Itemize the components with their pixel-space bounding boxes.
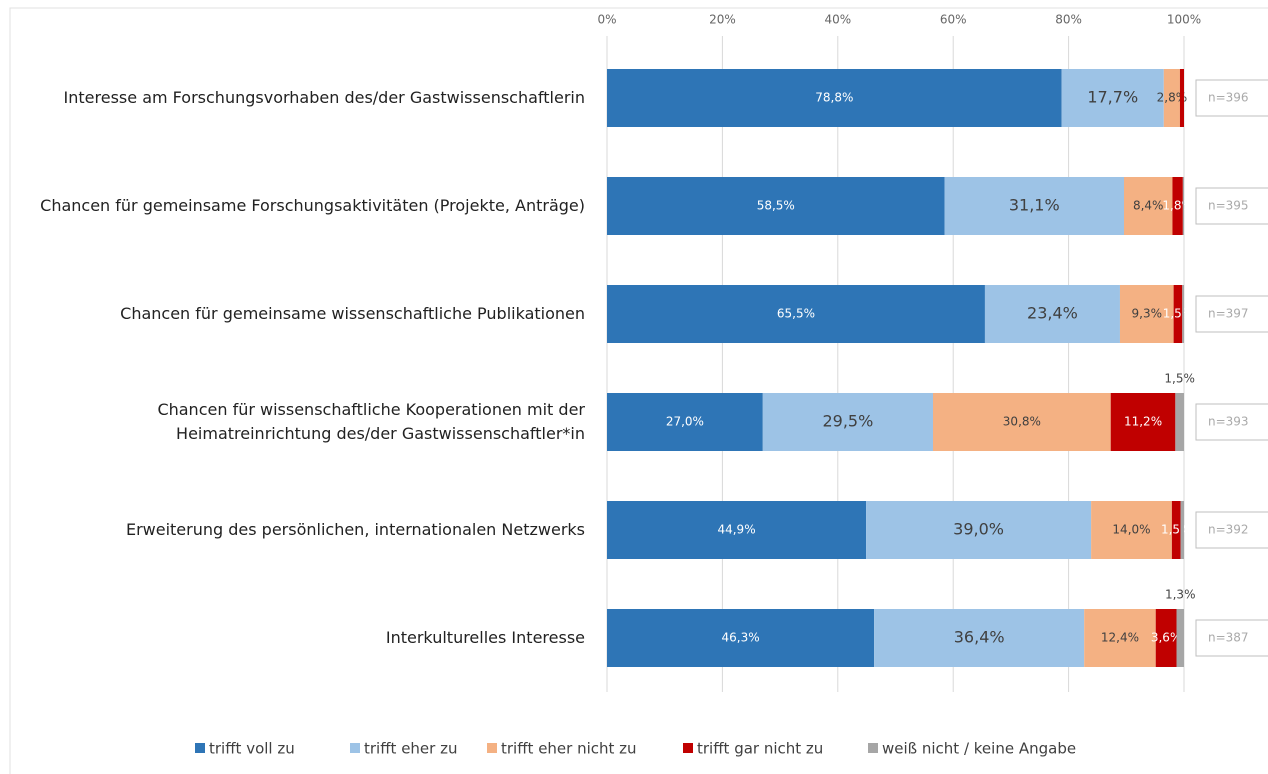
value-label: 2,8% <box>1157 91 1188 105</box>
legend-swatch <box>195 743 205 753</box>
value-label: 14,0% <box>1112 523 1150 537</box>
bar-segment <box>607 285 985 343</box>
value-label: 27,0% <box>666 415 704 429</box>
value-label: 17,7% <box>1087 88 1138 107</box>
bar-segment <box>1091 501 1172 559</box>
n-box <box>1195 511 1268 549</box>
n-box <box>1195 403 1268 441</box>
value-label: 46,3% <box>722 631 760 645</box>
legend-label: trifft eher nicht zu <box>501 740 637 758</box>
x-tick-label: 80% <box>1055 13 1082 27</box>
bar-segment <box>1176 609 1184 667</box>
legend-swatch <box>868 743 878 753</box>
value-label: 11,2% <box>1124 415 1162 429</box>
legend-swatch <box>683 743 693 753</box>
bar-segment <box>1173 285 1183 343</box>
bar-segment <box>1182 285 1184 343</box>
bar-segment <box>1175 393 1184 451</box>
value-label: 12,4% <box>1101 631 1139 645</box>
value-label: 44,9% <box>717 523 755 537</box>
bar-segment <box>1179 69 1184 127</box>
n-label: n=395 <box>1208 199 1249 213</box>
bar-segment <box>1155 609 1177 667</box>
legend-swatch <box>487 743 497 753</box>
n-label: n=393 <box>1208 415 1249 429</box>
value-label: 65,5% <box>777 307 815 321</box>
n-box <box>1195 79 1268 117</box>
value-label: 1,5% <box>1164 372 1195 386</box>
bar-segment <box>1110 393 1176 451</box>
bar-segment <box>1182 177 1184 235</box>
chart-border <box>9 7 1268 774</box>
value-label: 3,6% <box>1151 631 1182 645</box>
category-label: Interesse am Forschungsvorhaben des/der … <box>63 88 585 107</box>
bar-segment <box>1163 69 1180 127</box>
value-label: 1,5% <box>1161 523 1192 537</box>
value-label: 1,3% <box>1165 588 1196 602</box>
legend-label: trifft gar nicht zu <box>697 740 823 758</box>
bar-segment <box>874 609 1085 667</box>
value-label: 1,8% <box>1162 199 1193 213</box>
x-tick-label: 60% <box>940 13 967 27</box>
bar-segment <box>607 609 875 667</box>
x-tick-label: 0% <box>597 13 616 27</box>
bar-segment <box>607 177 945 235</box>
value-label: 31,1% <box>1009 196 1060 215</box>
bar-segment <box>1061 69 1164 127</box>
bar-segment <box>933 393 1111 451</box>
bar-segment <box>607 501 867 559</box>
bar-segment <box>1172 177 1183 235</box>
value-label: 39,0% <box>953 520 1004 539</box>
bar-segment <box>1123 177 1173 235</box>
n-box <box>1195 295 1268 333</box>
value-label: 30,8% <box>1003 415 1041 429</box>
category-label: Chancen für wissenschaftliche Kooperatio… <box>157 400 585 443</box>
legend-swatch <box>350 743 360 753</box>
x-tick-label: 20% <box>709 13 736 27</box>
bar-segment <box>1119 285 1174 343</box>
bar-segment <box>1180 501 1184 559</box>
category-label: Chancen für gemeinsame Forschungsaktivit… <box>40 196 585 215</box>
bar-segment <box>1084 609 1156 667</box>
bar-segment <box>866 501 1092 559</box>
value-label: 1,5% <box>1163 307 1194 321</box>
legend-label: trifft voll zu <box>209 740 295 758</box>
value-label: 9,3% <box>1132 307 1163 321</box>
value-label: 23,4% <box>1027 304 1078 323</box>
n-label: n=396 <box>1208 91 1249 105</box>
category-label: Interkulturelles Interesse <box>385 628 585 647</box>
value-label: 78,8% <box>815 91 853 105</box>
bar-segment <box>607 69 1062 127</box>
n-box <box>1195 619 1268 657</box>
bar-segment <box>762 393 934 451</box>
bar-segment <box>984 285 1120 343</box>
bar-segment <box>1171 501 1181 559</box>
value-label: 29,5% <box>822 412 873 431</box>
value-label: 58,5% <box>757 199 795 213</box>
n-label: n=397 <box>1208 307 1249 321</box>
legend-label: trifft eher zu <box>364 740 457 758</box>
value-label: 8,4% <box>1133 199 1164 213</box>
category-label: Chancen für gemeinsame wissenschaftliche… <box>120 304 585 323</box>
n-box <box>1195 187 1268 225</box>
value-label: 36,4% <box>954 628 1005 647</box>
x-tick-label: 100% <box>1167 13 1201 27</box>
x-tick-label: 40% <box>824 13 851 27</box>
category-label: Erweiterung des persönlichen, internatio… <box>125 520 585 539</box>
legend-label: weiß nicht / keine Angabe <box>882 740 1076 758</box>
bar-segment <box>944 177 1124 235</box>
n-label: n=387 <box>1208 631 1249 645</box>
bar-segment <box>607 393 763 451</box>
n-label: n=392 <box>1208 523 1249 537</box>
